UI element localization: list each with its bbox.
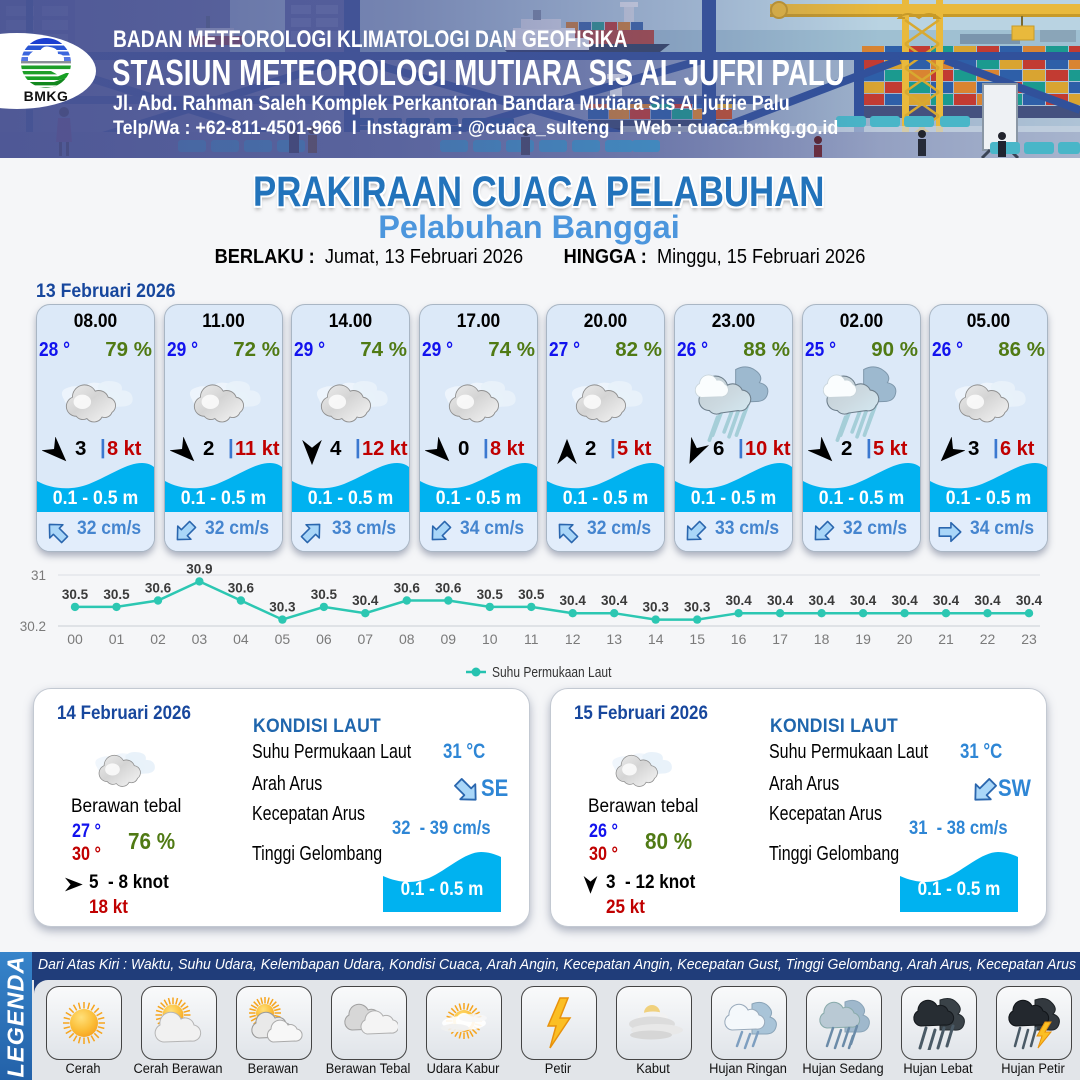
svg-text:16: 16 <box>731 631 747 647</box>
svg-text:30.6: 30.6 <box>394 581 421 596</box>
svg-text:31: 31 <box>31 568 46 583</box>
svg-text:30.4: 30.4 <box>725 593 752 608</box>
svg-text:08: 08 <box>399 631 415 647</box>
svg-text:11: 11 <box>524 631 539 647</box>
svg-text:09: 09 <box>441 631 457 647</box>
svg-text:30.3: 30.3 <box>269 600 296 615</box>
svg-text:13: 13 <box>606 631 622 647</box>
svg-text:30.5: 30.5 <box>311 587 338 602</box>
svg-text:17: 17 <box>772 631 788 647</box>
svg-text:30.5: 30.5 <box>518 587 545 602</box>
svg-text:30.4: 30.4 <box>808 593 835 608</box>
svg-text:30.4: 30.4 <box>560 593 587 608</box>
svg-text:19: 19 <box>855 631 871 647</box>
svg-text:30.2: 30.2 <box>20 619 46 634</box>
svg-text:00: 00 <box>67 631 83 647</box>
svg-text:30.6: 30.6 <box>145 581 172 596</box>
svg-text:30.6: 30.6 <box>435 581 462 596</box>
svg-text:23: 23 <box>1021 631 1037 647</box>
svg-text:01: 01 <box>109 631 125 647</box>
svg-text:30.5: 30.5 <box>477 587 504 602</box>
svg-text:06: 06 <box>316 631 332 647</box>
svg-text:30.4: 30.4 <box>1016 593 1043 608</box>
svg-text:30.4: 30.4 <box>352 593 379 608</box>
svg-text:10: 10 <box>482 631 498 647</box>
svg-text:30.9: 30.9 <box>186 561 212 576</box>
svg-text:30.6: 30.6 <box>228 581 255 596</box>
svg-text:07: 07 <box>358 631 374 647</box>
svg-text:22: 22 <box>980 631 996 647</box>
svg-text:30.4: 30.4 <box>933 593 960 608</box>
svg-text:15: 15 <box>689 631 705 647</box>
svg-text:05: 05 <box>275 631 291 647</box>
svg-text:18: 18 <box>814 631 830 647</box>
svg-text:30.3: 30.3 <box>684 600 711 615</box>
svg-text:30.4: 30.4 <box>974 593 1001 608</box>
svg-text:04: 04 <box>233 631 249 647</box>
svg-text:14: 14 <box>648 631 664 647</box>
svg-text:30.5: 30.5 <box>103 587 130 602</box>
svg-text:30.4: 30.4 <box>891 593 918 608</box>
svg-text:03: 03 <box>192 631 208 647</box>
svg-text:30.4: 30.4 <box>601 593 628 608</box>
svg-text:20: 20 <box>897 631 913 647</box>
svg-text:30.5: 30.5 <box>62 587 89 602</box>
svg-text:30.4: 30.4 <box>767 593 794 608</box>
svg-text:02: 02 <box>150 631 166 647</box>
svg-text:30.4: 30.4 <box>850 593 877 608</box>
svg-text:21: 21 <box>938 631 954 647</box>
svg-text:30.3: 30.3 <box>643 600 670 615</box>
svg-text:12: 12 <box>565 631 581 647</box>
